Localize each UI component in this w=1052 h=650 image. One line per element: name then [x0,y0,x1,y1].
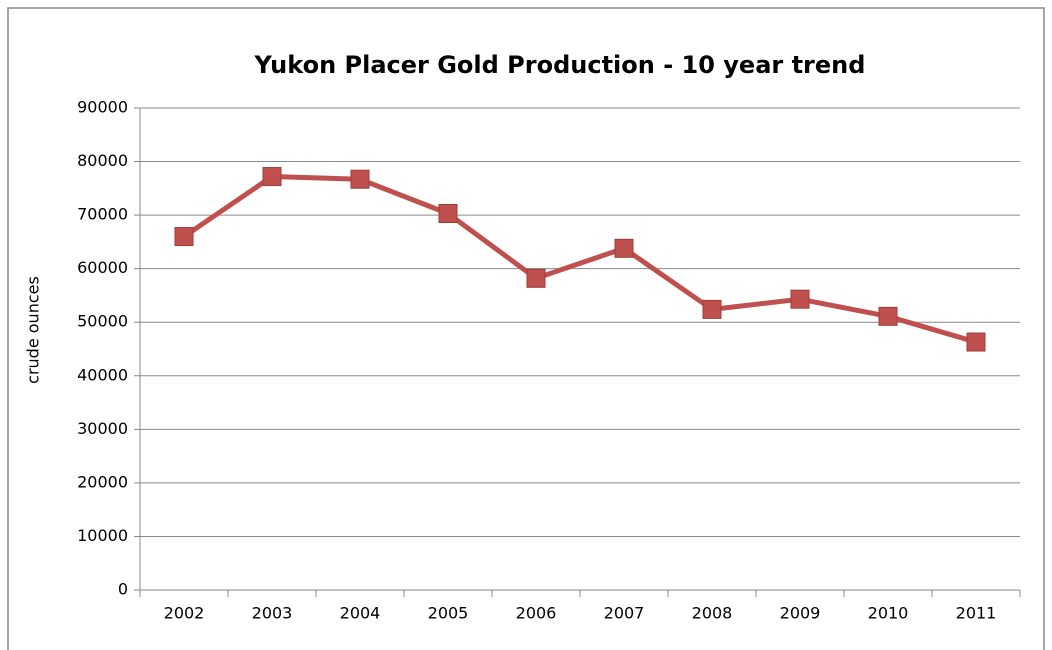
y-tick-label: 40000 [77,365,128,384]
y-axis-label: crude ounces [24,276,43,384]
chart-frame [7,7,1045,650]
x-tick-label: 2009 [780,604,821,623]
x-tick-label: 2004 [340,604,381,623]
y-tick-label: 10000 [77,526,128,545]
x-tick-label: 2005 [428,604,469,623]
x-tick-label: 2003 [252,604,293,623]
data-point [878,306,898,326]
data-point [614,238,634,258]
x-tick-label: 2011 [956,604,997,623]
y-tick-label: 80000 [77,151,128,170]
y-tick-label: 0 [118,580,128,599]
y-tick-label: 70000 [77,205,128,224]
x-tick-label: 2007 [604,604,645,623]
chart-title: Yukon Placer Gold Production - 10 year t… [254,51,866,79]
data-point [526,268,546,288]
y-tick-label: 30000 [77,419,128,438]
x-tick-label: 2002 [164,604,205,623]
data-point [790,289,810,309]
x-tick-label: 2008 [692,604,733,623]
data-point [438,204,458,224]
y-tick-label: 60000 [77,258,128,277]
data-point [966,332,986,352]
y-tick-label: 50000 [77,312,128,331]
data-point [174,227,194,247]
data-point [702,299,722,319]
data-point [262,167,282,187]
x-tick-label: 2006 [516,604,557,623]
y-tick-label: 90000 [77,98,128,117]
x-tick-label: 2010 [868,604,909,623]
y-tick-label: 20000 [77,472,128,491]
series-line [182,174,977,345]
data-point [350,169,370,189]
